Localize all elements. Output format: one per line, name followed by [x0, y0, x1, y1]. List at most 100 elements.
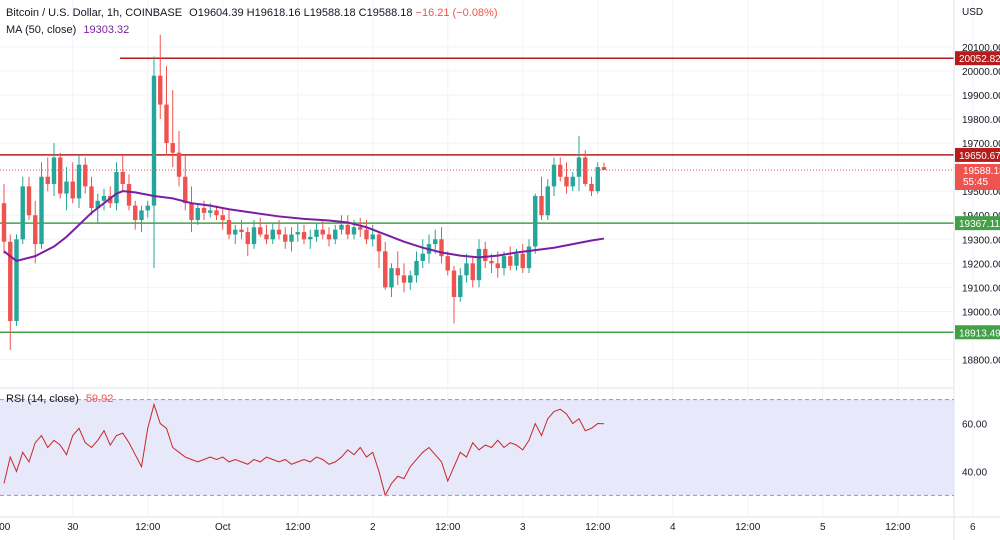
candle-body [464, 263, 469, 276]
candle-body [558, 164, 563, 177]
candle-body [39, 176, 44, 245]
candle-body [408, 275, 413, 283]
candle-body [45, 176, 50, 184]
time-axis[interactable]: 12:00 30 12:00 Oct 12:00 2 12:00 3 12:00 4 12:00 5 1… [0, 522, 1000, 533]
price-axis[interactable]: 18800.00 19000.00 19100.00 19200.00 19300.00… [962, 43, 1000, 367]
rsi-legend-value: 59.92 [85, 393, 114, 405]
candle-body [151, 75, 157, 206]
open-value: 19604.39 [197, 7, 244, 19]
level-badge-label: 19650.67 [959, 151, 1000, 162]
candle-body [470, 263, 475, 281]
candle-body [201, 208, 207, 213]
candle-body [358, 227, 363, 230]
candle-body [489, 260, 494, 264]
price-tick-label: 19000.00 [962, 307, 1000, 318]
candle-body [370, 234, 375, 240]
candle-body [170, 143, 175, 153]
candle-body [389, 268, 394, 288]
candle-body [26, 186, 32, 216]
rsi-legend-label: RSI (14, close) [6, 393, 79, 405]
time-tick-label: 12:00 [735, 522, 760, 533]
candle-body [270, 229, 275, 240]
countdown-value: 55:45 [963, 177, 988, 188]
price-tick-label: 19900.00 [962, 91, 1000, 102]
candle-body [583, 157, 588, 184]
candle-body [520, 253, 525, 269]
candle-body [433, 239, 438, 245]
horizontal-levels [0, 57, 954, 334]
candle-body [451, 270, 457, 298]
candle-body [564, 176, 569, 187]
candle-body [339, 224, 344, 230]
candle-body [51, 157, 57, 184]
time-tick-label: 12:00 [435, 522, 460, 533]
change-value: −16.21 (−0.08%) [415, 7, 498, 19]
time-tick-label: 4 [670, 522, 676, 533]
candle-body [145, 205, 150, 211]
candle-body [20, 186, 25, 240]
candle-body [76, 164, 82, 199]
candle-body [58, 157, 63, 194]
candle-body [514, 253, 519, 266]
price-tick-label: 19500.00 [962, 187, 1000, 198]
candle-body [101, 195, 107, 201]
candle-body [526, 246, 532, 269]
candle-body [476, 248, 482, 281]
price-tick-label: 20100.00 [962, 43, 1000, 54]
candle-body [183, 176, 188, 204]
candle-body [495, 263, 500, 269]
candle-body [114, 171, 119, 204]
ma-legend: MA (50, close) 19303.32 [6, 24, 129, 36]
candle-body [314, 229, 319, 237]
candle-body [258, 227, 263, 235]
low-value: 19588.18 [309, 7, 356, 19]
candle-body [214, 210, 219, 216]
price-tick-label: 19100.00 [962, 283, 1000, 294]
time-tick-label: 12:00 [135, 522, 160, 533]
time-tick-label: Oct [215, 522, 231, 533]
rsi-tick-label: 40.00 [962, 467, 987, 478]
candle-body [326, 234, 332, 240]
open-label: O [189, 7, 198, 19]
candle-body [70, 181, 75, 199]
price-tick-label: 18800.00 [962, 356, 1000, 367]
current-price-value: 19588.18 [963, 166, 1000, 177]
candle-body [308, 236, 313, 240]
level-badge [955, 51, 1000, 66]
time-tick-label: 30 [67, 522, 79, 533]
rsi-tick-label: 60.00 [962, 420, 987, 431]
price-tick-label: 19700.00 [962, 139, 1000, 150]
level-badge [955, 325, 1000, 340]
candle-body [220, 215, 225, 221]
candle-body [164, 104, 169, 144]
rsi-legend: RSI (14, close) 59.92 [6, 393, 113, 405]
price-tick-label: 19200.00 [962, 259, 1000, 270]
candle-body [158, 75, 163, 105]
high-value: 19618.16 [254, 7, 301, 19]
ma-line [3, 190, 605, 263]
time-tick-label: 12:00 [885, 522, 910, 533]
candle-body [383, 251, 388, 288]
time-tick-label: 12:00 [585, 522, 610, 533]
ma-legend-label: MA (50, close) [6, 24, 77, 36]
candle-body [264, 234, 269, 240]
candle-body [239, 229, 244, 233]
candle-body [445, 256, 450, 271]
candle-body [126, 183, 132, 206]
candle-body [139, 210, 144, 221]
candle-body [89, 186, 94, 209]
level-badge-label: 20052.82 [959, 54, 1000, 65]
candle-body [401, 275, 407, 283]
candles [1, 34, 607, 350]
candle-body [364, 229, 369, 240]
candle-body [458, 275, 463, 298]
candle-body [483, 248, 488, 261]
level-badge-label: 19367.11 [959, 219, 1000, 230]
candle-body [133, 205, 138, 221]
high-label: H [246, 7, 255, 19]
candle-body [589, 183, 594, 192]
candle-body [376, 234, 382, 252]
candle-body [301, 232, 307, 240]
level-badge [955, 147, 1000, 162]
